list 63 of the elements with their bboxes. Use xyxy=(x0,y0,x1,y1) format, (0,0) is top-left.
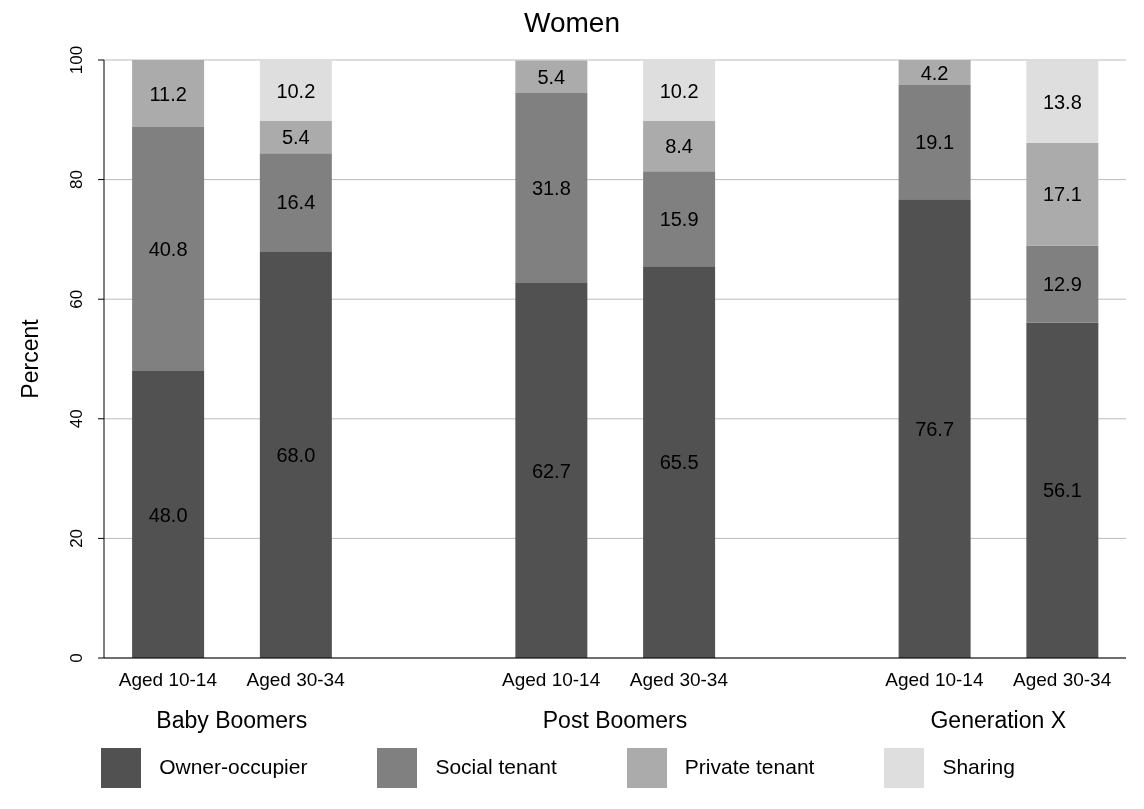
data-label: 13.8 xyxy=(1042,90,1082,113)
x-tick-label: Aged 30-34 xyxy=(629,669,729,690)
bar xyxy=(643,121,716,172)
bar xyxy=(898,199,971,658)
data-label: 76.7 xyxy=(915,417,955,440)
y-tick-label: 20 xyxy=(67,528,86,548)
data-label: 31.8 xyxy=(531,177,571,200)
data-label: 5.4 xyxy=(281,126,310,149)
y-tick-label: 60 xyxy=(67,289,86,309)
legend-label: Owner-occupier xyxy=(159,754,308,778)
bar xyxy=(898,60,971,86)
x-tick-label: Aged 30-34 xyxy=(1013,669,1112,690)
bar xyxy=(515,92,588,284)
x-tick-label: Aged 10-14 xyxy=(885,669,984,690)
data-label: 10.2 xyxy=(659,79,699,102)
x-tick-label: Aged 30-34 xyxy=(246,669,346,690)
text: Baby Boomers xyxy=(156,707,308,733)
y-tick-label: 40 xyxy=(67,409,86,429)
data-label: 11.2 xyxy=(149,82,187,105)
data-label: 68.0 xyxy=(276,443,316,466)
data-label: 65.5 xyxy=(659,451,699,474)
text: Post Boomers xyxy=(542,707,688,733)
data-label: 12.9 xyxy=(1042,273,1082,296)
legend-label: Private tenant xyxy=(684,754,815,778)
bar xyxy=(259,251,332,658)
data-label: 8.4 xyxy=(665,135,694,158)
bar xyxy=(132,60,205,127)
data-label: 16.4 xyxy=(276,191,316,214)
bar xyxy=(1026,143,1099,246)
data-label: 40.8 xyxy=(148,238,188,261)
bar xyxy=(259,121,332,154)
bar xyxy=(898,85,971,200)
bar xyxy=(643,60,716,121)
bar xyxy=(259,60,332,121)
bar xyxy=(259,153,332,252)
bar xyxy=(643,171,716,267)
text: Generation X xyxy=(930,707,1067,733)
bar xyxy=(515,283,588,658)
data-label: 4.2 xyxy=(920,61,949,84)
bar xyxy=(515,60,588,93)
data-label: 5.4 xyxy=(537,65,566,88)
legend-label: Sharing xyxy=(942,754,1015,778)
data-label: 19.1 xyxy=(915,131,955,154)
x-tick-label: Aged 10-14 xyxy=(118,669,218,690)
data-label: 10.2 xyxy=(276,79,316,102)
y-tick-label: 0 xyxy=(67,653,86,663)
bar xyxy=(1026,245,1099,323)
y-tick-label: 100 xyxy=(67,45,86,75)
bar xyxy=(132,370,205,658)
data-label: 56.1 xyxy=(1042,479,1082,502)
data-label: 15.9 xyxy=(659,207,699,230)
bar xyxy=(1026,60,1099,144)
legend-label: Social tenant xyxy=(435,754,557,778)
x-tick-label: Aged 10-14 xyxy=(502,669,601,690)
data-label: 62.7 xyxy=(531,459,571,482)
data-label: 48.0 xyxy=(148,503,188,526)
bar xyxy=(1026,322,1099,658)
bar xyxy=(132,126,205,371)
chart-title: Women xyxy=(523,7,621,38)
bar xyxy=(643,266,716,658)
y-axis-title: Percent xyxy=(17,318,44,399)
data-label: 17.1 xyxy=(1042,183,1082,206)
y-tick-label: 80 xyxy=(67,170,86,190)
